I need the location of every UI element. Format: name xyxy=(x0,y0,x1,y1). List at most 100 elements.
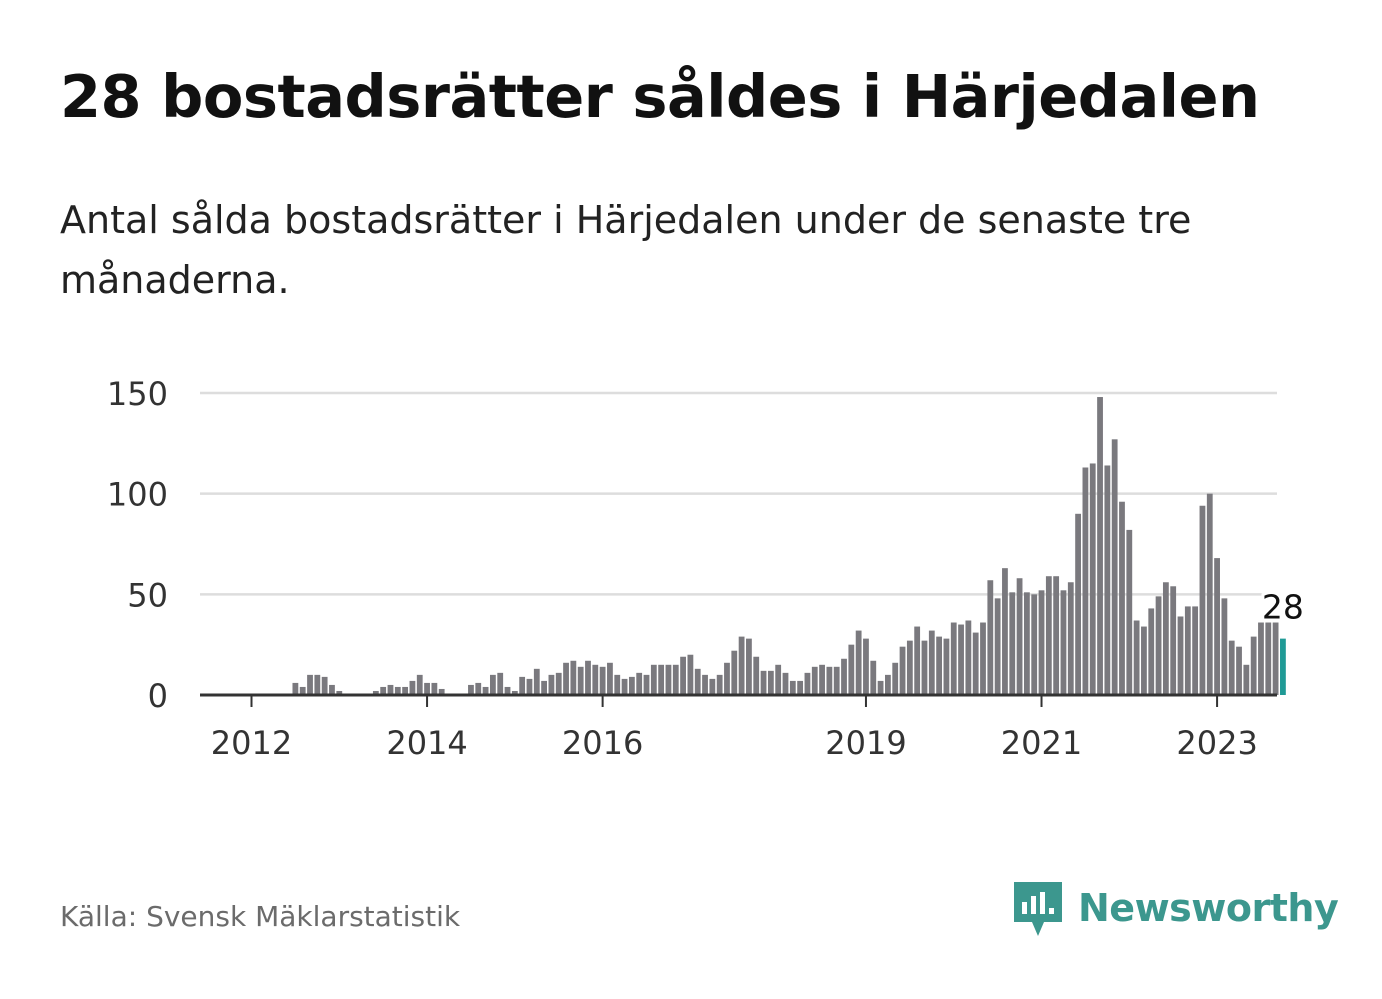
bar xyxy=(1258,622,1264,695)
bar xyxy=(980,622,986,695)
bar xyxy=(1214,558,1220,695)
bar xyxy=(438,688,445,695)
y-tick-label: 100 xyxy=(107,476,168,514)
bar xyxy=(519,676,526,695)
bar xyxy=(1031,594,1038,695)
bar xyxy=(336,690,343,695)
bar xyxy=(1023,592,1030,695)
y-tick-label: 150 xyxy=(107,375,168,413)
bar xyxy=(1141,626,1147,695)
bar xyxy=(372,690,379,695)
bar xyxy=(1075,513,1081,695)
bar xyxy=(848,644,855,695)
x-tick-label: 2014 xyxy=(386,724,467,762)
bar xyxy=(782,672,789,695)
bar xyxy=(1243,664,1250,695)
bar xyxy=(1133,620,1140,695)
newsworthy-logo-icon xyxy=(1014,882,1062,936)
bar xyxy=(658,664,665,695)
bar xyxy=(731,650,738,695)
bar xyxy=(1119,501,1125,695)
bar xyxy=(1126,529,1133,695)
bar xyxy=(563,662,569,695)
bar xyxy=(1192,606,1199,695)
bar xyxy=(482,686,489,695)
highlight-value-label: 28 xyxy=(1262,588,1304,627)
bar xyxy=(1162,582,1169,695)
x-tick-label: 2016 xyxy=(562,724,643,762)
bar xyxy=(914,626,921,695)
bar-chart: 0 50 100 150 2012 2014 2016 2019 2021 2023 28 xyxy=(106,375,1304,762)
bar xyxy=(387,684,394,695)
bar xyxy=(855,630,862,695)
bar xyxy=(906,640,913,695)
bar xyxy=(811,666,818,695)
bar xyxy=(541,680,547,695)
bar xyxy=(899,646,906,695)
bar xyxy=(870,660,877,695)
bar xyxy=(321,676,328,695)
brand-logo: Newsworthy xyxy=(1010,878,1339,938)
bar xyxy=(994,598,1001,695)
x-tick-label: 2019 xyxy=(825,724,906,762)
bar xyxy=(1097,397,1103,695)
x-tick-label: 2012 xyxy=(211,724,292,762)
bar xyxy=(1002,568,1008,695)
bar xyxy=(760,670,767,695)
bar xyxy=(394,686,401,695)
bar xyxy=(1082,467,1089,695)
bar xyxy=(804,672,811,695)
bar xyxy=(548,674,555,695)
bar xyxy=(329,684,335,695)
bar xyxy=(753,656,760,695)
brand-name: Newsworthy xyxy=(1078,886,1339,930)
bar xyxy=(987,580,994,695)
bar xyxy=(592,664,599,695)
bar xyxy=(892,662,899,695)
bar xyxy=(504,686,511,695)
bar xyxy=(797,680,804,695)
bar xyxy=(1199,505,1206,695)
bar xyxy=(1236,646,1242,695)
bar xyxy=(1148,608,1155,695)
bar xyxy=(738,636,745,695)
bar xyxy=(767,670,774,695)
bar xyxy=(724,662,730,695)
bar xyxy=(789,680,796,695)
bar xyxy=(826,666,833,695)
chart-title: 28 bostadsrätter såldes i Härjedalen xyxy=(60,62,1260,131)
bar xyxy=(299,686,306,695)
bar xyxy=(921,640,928,695)
bar xyxy=(526,678,533,695)
bar xyxy=(1038,590,1045,695)
bar xyxy=(468,684,474,695)
chart-subtitle: Antal sålda bostadsrätter i Härjedalen u… xyxy=(60,198,1192,302)
bar xyxy=(694,668,701,695)
bar xyxy=(928,630,935,695)
bar xyxy=(431,682,438,695)
bar xyxy=(1250,636,1257,695)
bar xyxy=(307,674,313,695)
bar xyxy=(621,678,628,695)
y-tick-label: 0 xyxy=(148,677,168,715)
bar xyxy=(292,682,299,695)
bar xyxy=(863,638,869,695)
bar xyxy=(628,676,635,695)
bar xyxy=(958,624,964,695)
bar xyxy=(1221,598,1228,695)
bar xyxy=(1067,582,1074,695)
bar xyxy=(511,690,518,695)
bar xyxy=(614,674,621,695)
bar xyxy=(402,686,409,695)
bar xyxy=(1228,640,1235,695)
bar xyxy=(643,674,650,695)
bar xyxy=(665,664,672,695)
bar xyxy=(687,654,694,695)
bar xyxy=(1272,622,1279,695)
bar xyxy=(1104,465,1111,695)
bar xyxy=(1009,592,1016,695)
bar xyxy=(1155,596,1162,695)
bar xyxy=(1170,586,1177,695)
bar xyxy=(555,672,562,695)
bar-highlight xyxy=(1280,638,1286,695)
